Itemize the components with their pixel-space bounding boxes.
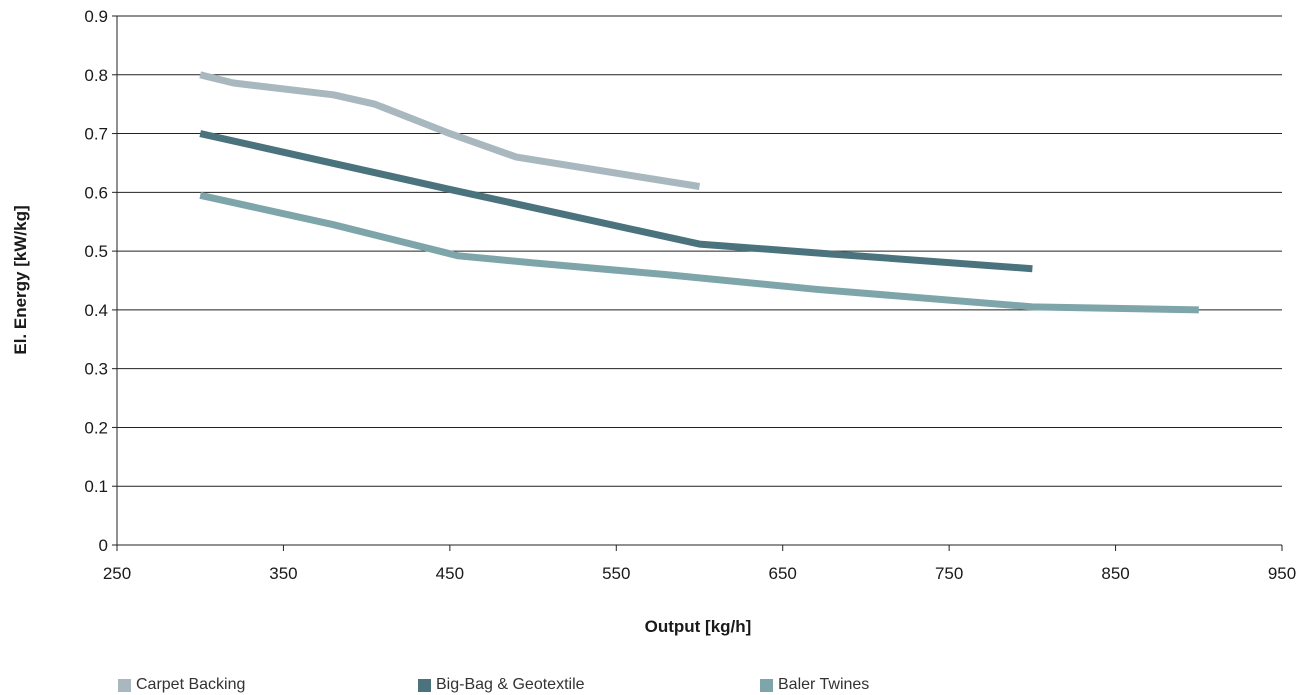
- x-tick-label: 650: [769, 564, 797, 583]
- legend-label: Big-Bag & Geotextile: [436, 676, 585, 693]
- y-tick-label: 0.2: [84, 418, 108, 437]
- y-tick-label: 0.4: [84, 301, 108, 320]
- x-tick-label: 350: [269, 564, 297, 583]
- legend: Carpet Backing Big-Bag & Geotextile Baler …: [118, 676, 1218, 695]
- x-tick-label: 550: [602, 564, 630, 583]
- y-tick-label: 0.6: [84, 183, 108, 202]
- y-axis-title: El. Energy [kW/kg]: [11, 205, 30, 354]
- y-tick-label: 0.7: [84, 125, 108, 144]
- x-tick-label: 250: [103, 564, 131, 583]
- x-tick-label: 950: [1268, 564, 1296, 583]
- y-tick-label: 0: [99, 536, 108, 555]
- y-tick-label: 0.8: [84, 66, 108, 85]
- legend-swatch: [418, 678, 431, 692]
- legend-item-big-bag-geotextile: Big-Bag & Geotextile: [418, 676, 585, 694]
- y-tick-label: 0.9: [84, 7, 108, 26]
- line-chart: 0 0.1 0.2 0.3 0.4 0.5 0.6 0.7 0.8 0.9 250 350 450 550…: [11, 7, 1296, 636]
- x-tick-label: 850: [1101, 564, 1129, 583]
- gridlines: [117, 15, 1282, 487]
- y-tick-label: 0.3: [84, 360, 108, 379]
- series-line-baler-twines: [199, 191, 1199, 314]
- legend-swatch: [118, 678, 131, 692]
- x-axis-title: Output [kg/h]: [645, 617, 752, 636]
- tick-labels: 0 0.1 0.2 0.3 0.4 0.5 0.6 0.7 0.8 0.9 250 350 450 550…: [84, 7, 1296, 583]
- legend-item-carpet-backing: Carpet Backing: [118, 676, 245, 694]
- series-line-carpet-backing: [199, 71, 701, 190]
- legend-swatch: [760, 678, 773, 692]
- y-tick-label: 0.5: [84, 242, 108, 261]
- x-tick-label: 450: [436, 564, 464, 583]
- x-tick-label: 750: [935, 564, 963, 583]
- y-tick-label: 0.1: [84, 477, 108, 496]
- legend-item-baler-twines: Baler Twines: [760, 676, 869, 694]
- series-lines: [199, 71, 1199, 314]
- legend-label: Baler Twines: [778, 676, 870, 693]
- series-line-big-bag-geotextile: [199, 130, 1033, 273]
- axes: [112, 15, 1283, 551]
- legend-label: Carpet Backing: [136, 676, 246, 693]
